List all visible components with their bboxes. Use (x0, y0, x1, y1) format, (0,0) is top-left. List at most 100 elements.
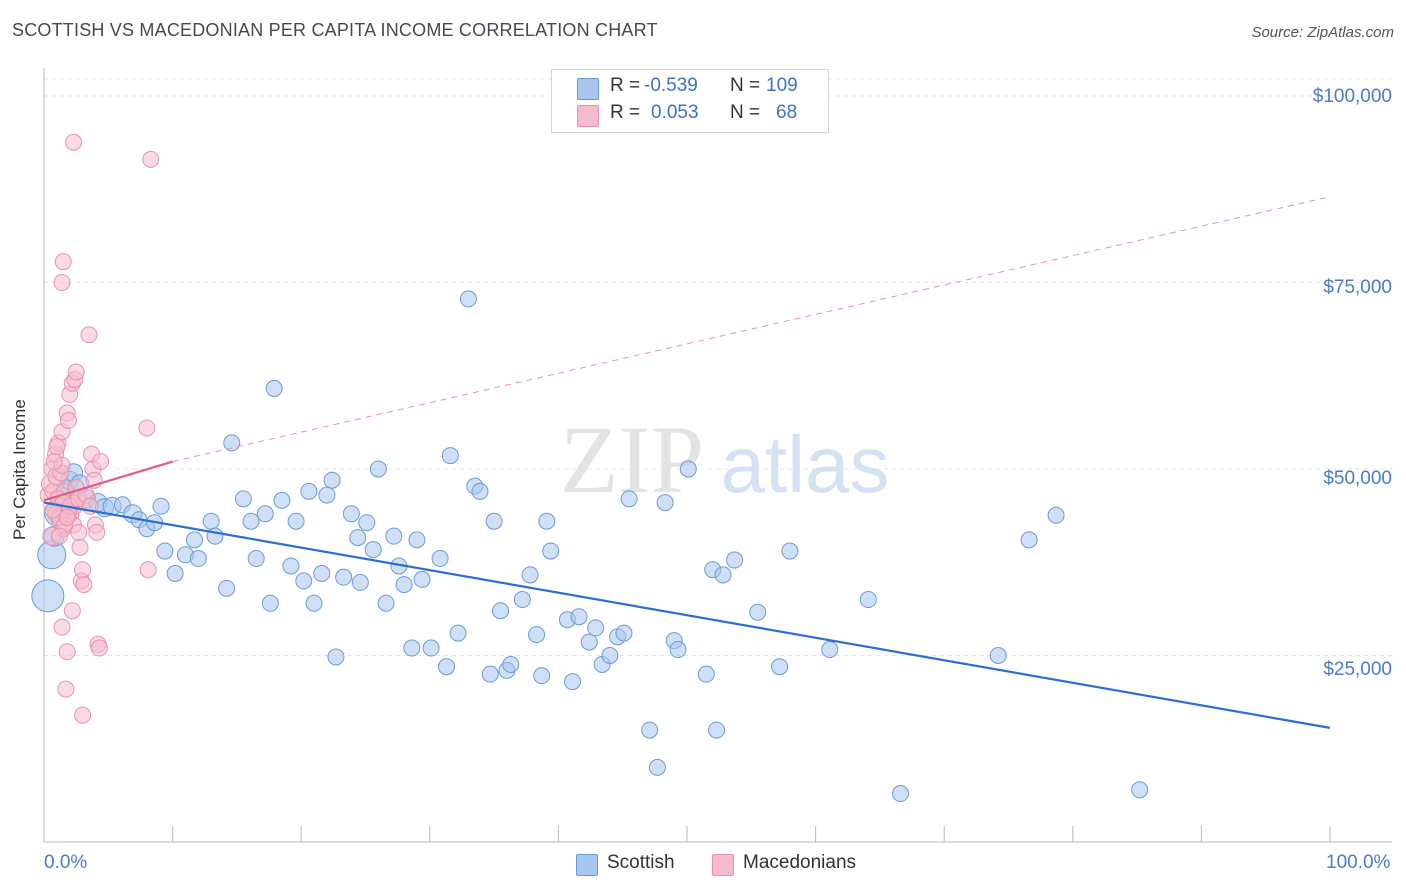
data-point (349, 529, 367, 547)
data-point (185, 531, 203, 549)
data-point (669, 641, 687, 659)
data-point (708, 721, 726, 739)
data-point (413, 570, 431, 588)
series-macedonians (39, 133, 160, 724)
data-point (648, 758, 666, 776)
data-point (218, 579, 236, 597)
data-point (781, 542, 799, 560)
data-point (714, 566, 732, 584)
data-point (542, 542, 560, 560)
data-point (422, 639, 440, 657)
data-point (749, 603, 767, 621)
data-point (697, 665, 715, 683)
data-point (74, 706, 92, 724)
data-point (31, 579, 65, 613)
data-point (528, 626, 546, 644)
trend-lines (43, 196, 1331, 729)
data-point (492, 602, 510, 620)
y-axis-label: Per Capita Income (10, 399, 29, 540)
data-point (313, 564, 331, 582)
y-tick-label: $50,000 (1323, 468, 1392, 489)
data-point (771, 658, 789, 676)
data-point (601, 647, 619, 664)
data-point (1020, 531, 1038, 549)
r-value: -0.539 (644, 75, 698, 96)
data-point (891, 785, 909, 803)
legend-label-macedonians: Macedonians (743, 852, 857, 873)
data-point (59, 412, 77, 430)
x-tick-label-min: 0.0% (44, 852, 88, 873)
macedonians-swatch-icon (577, 105, 599, 127)
data-point (1131, 781, 1149, 799)
data-point (138, 419, 156, 437)
data-point (152, 497, 170, 515)
data-point (385, 527, 403, 545)
data-point (641, 721, 659, 739)
watermark-atlas: atlas (721, 420, 890, 509)
data-point (58, 508, 76, 526)
legend-label-scottish: Scottish (607, 852, 675, 873)
data-point (564, 673, 582, 691)
data-point (53, 274, 71, 291)
trend-line-macedonians (43, 460, 173, 502)
data-point (471, 482, 489, 500)
data-point (408, 531, 426, 549)
data-point (223, 434, 241, 452)
data-point (513, 591, 531, 609)
y-tick-label: $100,000 (1312, 86, 1392, 107)
data-point (502, 655, 520, 673)
data-point (142, 150, 160, 168)
data-point (70, 523, 88, 541)
data-point (403, 639, 421, 657)
n-value: 68 (776, 102, 798, 123)
n-label: N = (730, 75, 761, 96)
data-point (441, 447, 459, 465)
data-point (449, 624, 467, 642)
data-point (538, 512, 556, 530)
data-point (364, 541, 382, 559)
data-point (587, 619, 605, 637)
data-point (166, 564, 184, 582)
data-point (327, 648, 345, 666)
data-point (318, 486, 336, 504)
series-scottish (31, 290, 1149, 803)
data-point (53, 618, 71, 636)
source-label: Source: ZipAtlas.com (1251, 24, 1394, 41)
r-value: 0.053 (651, 102, 699, 123)
data-point (821, 641, 839, 659)
data-point (1047, 506, 1065, 524)
data-point (90, 639, 108, 657)
data-point (50, 527, 68, 545)
data-point (656, 494, 674, 512)
data-point (726, 551, 744, 569)
y-tick-label: $75,000 (1323, 277, 1392, 298)
data-point (189, 550, 207, 568)
data-point (71, 538, 89, 556)
axes (43, 68, 1392, 843)
data-point (305, 594, 323, 612)
data-point (44, 501, 62, 519)
data-point (282, 557, 300, 575)
data-point (256, 505, 274, 523)
data-point (342, 505, 360, 523)
data-point (54, 253, 72, 271)
data-point (265, 379, 283, 397)
data-point (48, 438, 66, 456)
data-point (395, 576, 413, 594)
data-point (58, 643, 76, 661)
data-point (580, 633, 598, 651)
macedonians-legend-icon (712, 854, 734, 876)
data-point (859, 591, 877, 609)
data-point (521, 566, 539, 584)
data-point (369, 460, 387, 478)
r-label: R = (610, 75, 641, 96)
watermark: ZIP atlas (560, 406, 889, 513)
data-point (287, 512, 305, 530)
data-point (234, 490, 252, 508)
r-label: R = (610, 102, 641, 123)
data-point (74, 561, 92, 579)
data-point (75, 576, 93, 594)
data-point (202, 512, 220, 530)
data-point (80, 326, 98, 344)
trend-line-scottish (43, 501, 1331, 729)
